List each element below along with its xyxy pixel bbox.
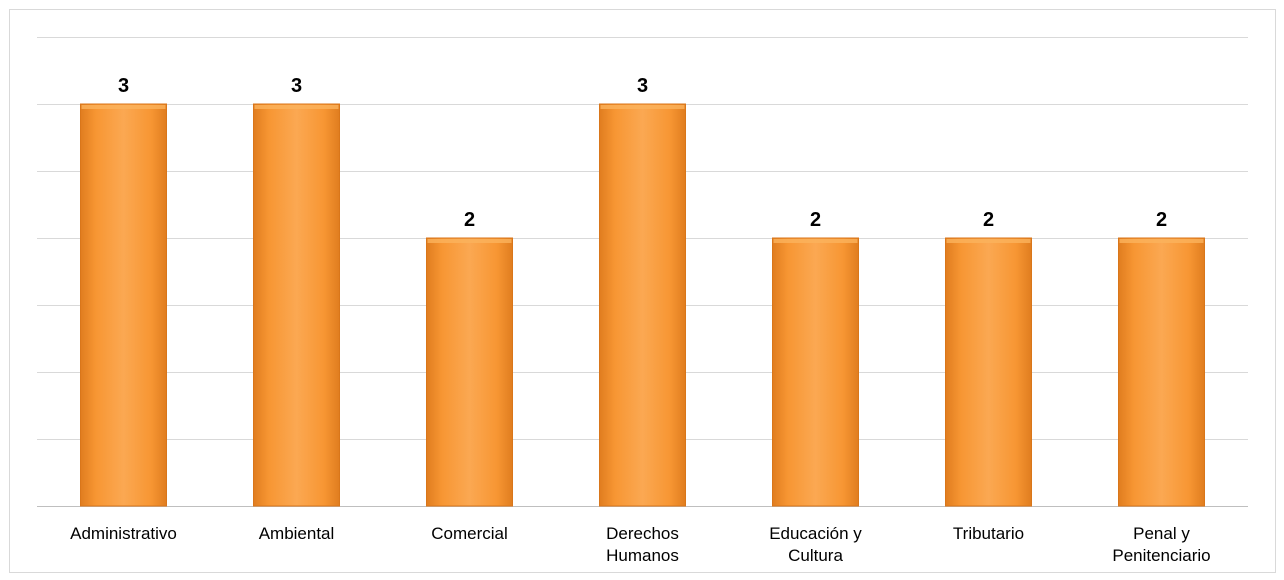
data-label-0: 3 [118,75,129,97]
x-tick-label-3-line-0: Derechos [606,524,679,543]
x-tick-label-2: Comercial [431,524,508,543]
data-labels: 3 3 2 3 2 2 2 [118,75,1167,231]
bar-3 [599,103,686,507]
x-tick-label-3-line-1: Humanos [606,546,679,565]
x-tick-label-1: Ambiental [259,524,335,543]
data-label-3: 3 [637,75,648,97]
bar-4 [772,237,859,507]
bar-1 [253,103,340,507]
bar-2 [426,237,513,507]
data-label-1: 3 [291,75,302,97]
x-tick-labels: Administrativo Ambiental Comercial Derechos… [70,524,1211,565]
bar-5 [945,237,1032,507]
bar-highlight-0 [81,105,166,109]
data-label-6: 2 [1156,209,1167,231]
data-label-4: 2 [810,209,821,231]
data-label-2: 2 [464,209,475,231]
bar-highlight-6 [1119,239,1204,243]
data-label-5: 2 [983,209,994,231]
bar-highlight-1 [254,105,339,109]
x-tick-label-4-line-0: Educación y [769,524,862,543]
bar-highlight-3 [600,105,685,109]
bar-highlight-4 [773,239,858,243]
bar-highlight-5 [946,239,1031,243]
bar-6 [1118,237,1205,507]
x-tick-label-6-line-0: Penal y [1133,524,1190,543]
x-tick-label-5: Tributario [953,524,1024,543]
bars [80,103,1205,507]
bar-0 [80,103,167,507]
x-tick-label-6-line-1: Penitenciario [1112,546,1210,565]
x-tick-label-4-line-1: Cultura [788,546,843,565]
bar-highlight-2 [427,239,512,243]
x-tick-label-0: Administrativo [70,524,177,543]
